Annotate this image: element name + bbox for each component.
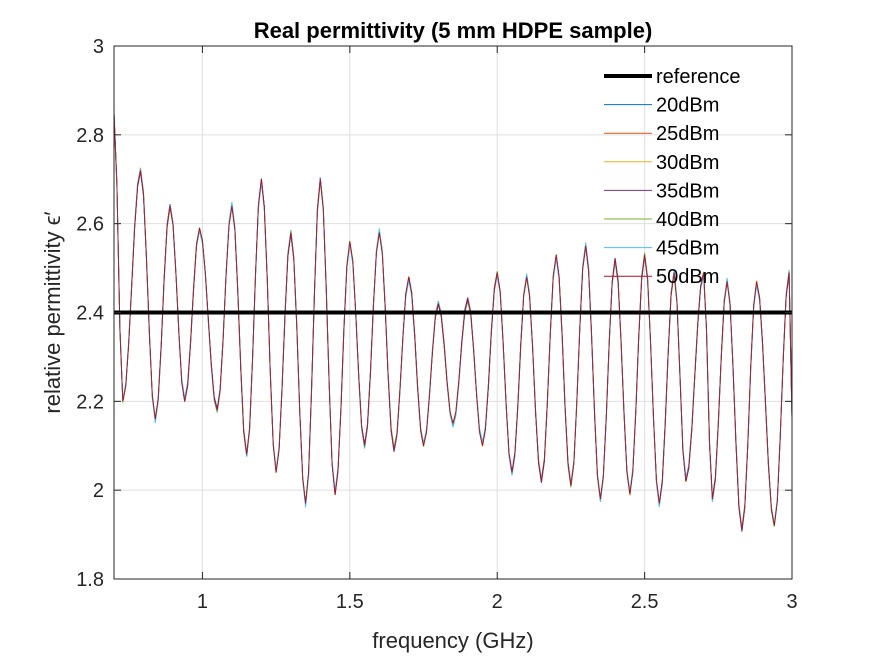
y-axis-label: relative permittivity ϵ′ bbox=[40, 211, 65, 413]
legend-label: 50dBm bbox=[656, 266, 719, 288]
y-tick-label: 2 bbox=[93, 480, 104, 502]
legend-label: 20dBm bbox=[656, 95, 719, 117]
x-tick-label: 2 bbox=[492, 591, 503, 613]
y-tick-label: 2.6 bbox=[76, 214, 104, 236]
legend-label: 35dBm bbox=[656, 180, 719, 202]
legend-label: 40dBm bbox=[656, 209, 719, 231]
legend-label: 45dBm bbox=[656, 238, 719, 260]
x-tick-label: 2.5 bbox=[631, 591, 659, 613]
x-axis-label: frequency (GHz) bbox=[372, 628, 533, 653]
y-tick-label: 3 bbox=[93, 36, 104, 58]
legend-label: 25dBm bbox=[656, 123, 719, 145]
y-tick-label: 2.8 bbox=[76, 125, 104, 147]
chart-title: Real permittivity (5 mm HDPE sample) bbox=[254, 18, 653, 43]
y-tick-label: 2.4 bbox=[76, 303, 104, 325]
x-tick-label: 1 bbox=[197, 591, 208, 613]
x-tick-label: 1.5 bbox=[336, 591, 364, 613]
legend-label: 30dBm bbox=[656, 152, 719, 174]
legend-label: reference bbox=[656, 66, 741, 88]
y-tick-label: 2.2 bbox=[76, 391, 104, 413]
x-tick-label: 3 bbox=[786, 591, 797, 613]
y-tick-label: 1.8 bbox=[76, 569, 104, 591]
